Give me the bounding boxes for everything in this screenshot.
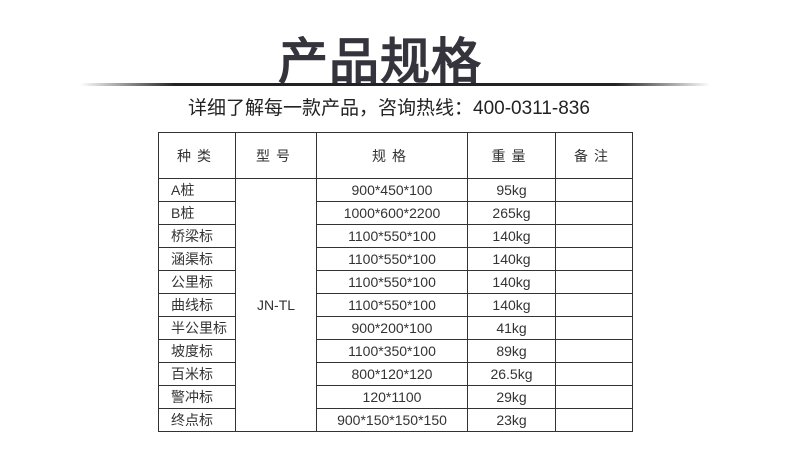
table-row: 半公里标 900*200*100 41kg xyxy=(158,316,633,340)
cell-weight: 89kg xyxy=(467,339,556,363)
cell-note xyxy=(555,178,633,202)
cell-spec: 1000*600*2200 xyxy=(316,201,468,225)
cell-note xyxy=(555,201,633,225)
cell-type: 公里标 xyxy=(158,270,236,294)
table-row: 坡度标 1100*350*100 89kg xyxy=(158,339,633,363)
cell-weight: 23kg xyxy=(467,408,556,432)
cell-type: 桥梁标 xyxy=(158,224,236,248)
cell-type: 半公里标 xyxy=(158,316,236,340)
cell-type: 终点标 xyxy=(158,408,236,432)
cell-spec: 1100*350*100 xyxy=(316,339,468,363)
cell-type: A桩 xyxy=(158,178,236,202)
cell-type: 坡度标 xyxy=(158,339,236,363)
table-row: 公里标 1100*550*100 140kg xyxy=(158,270,633,294)
cell-spec: 120*1100 xyxy=(316,385,468,409)
cell-note xyxy=(555,293,633,317)
subtitle-hotline: 详细了解每一款产品，咨询热线：400-0311-836 xyxy=(188,98,590,119)
cell-type: B桩 xyxy=(158,201,236,225)
cell-weight: 140kg xyxy=(467,224,556,248)
cell-note xyxy=(555,339,633,363)
cell-spec: 1100*550*100 xyxy=(316,293,468,317)
cell-weight: 26.5kg xyxy=(467,362,556,386)
header-type: 种类 xyxy=(158,132,236,179)
cell-spec: 900*450*100 xyxy=(316,178,468,202)
cell-weight: 29kg xyxy=(467,385,556,409)
title-divider xyxy=(80,83,710,86)
spec-table: 种类 型号 规格 重量 备注 A桩 JN-TL 900*450*100 95kg B桩 1… xyxy=(158,132,633,432)
cell-spec: 1100*550*100 xyxy=(316,247,468,271)
table-row: 百米标 800*120*120 26.5kg xyxy=(158,362,633,386)
table-row: 终点标 900*150*150*150 23kg xyxy=(158,408,633,432)
cell-weight: 41kg xyxy=(467,316,556,340)
table-row: 曲线标 1100*550*100 140kg xyxy=(158,293,633,317)
cell-note xyxy=(555,224,633,248)
cell-model: JN-TL xyxy=(235,178,317,432)
cell-weight: 265kg xyxy=(467,201,556,225)
cell-type: 曲线标 xyxy=(158,293,236,317)
cell-spec: 900*150*150*150 xyxy=(316,408,468,432)
cell-note xyxy=(555,247,633,271)
header-model: 型号 xyxy=(235,132,317,179)
cell-spec: 800*120*120 xyxy=(316,362,468,386)
cell-weight: 140kg xyxy=(467,293,556,317)
cell-weight: 140kg xyxy=(467,247,556,271)
header-spec: 规格 xyxy=(316,132,468,179)
cell-spec: 1100*550*100 xyxy=(316,224,468,248)
cell-note xyxy=(555,316,633,340)
cell-note xyxy=(555,385,633,409)
cell-type: 涵渠标 xyxy=(158,247,236,271)
cell-type: 警冲标 xyxy=(158,385,236,409)
cell-note xyxy=(555,362,633,386)
cell-weight: 140kg xyxy=(467,270,556,294)
cell-note xyxy=(555,408,633,432)
table-row: 警冲标 120*1100 29kg xyxy=(158,385,633,409)
header-weight: 重量 xyxy=(467,132,556,179)
table-header-row: 种类 型号 规格 重量 备注 xyxy=(158,132,633,179)
cell-spec: 900*200*100 xyxy=(316,316,468,340)
table-row: B桩 1000*600*2200 265kg xyxy=(158,201,633,225)
cell-note xyxy=(555,270,633,294)
cell-spec: 1100*550*100 xyxy=(316,270,468,294)
page-title: 产品规格 xyxy=(278,33,482,91)
table-row: 涵渠标 1100*550*100 140kg xyxy=(158,247,633,271)
header-note: 备注 xyxy=(555,132,633,179)
cell-type: 百米标 xyxy=(158,362,236,386)
table-row: A桩 JN-TL 900*450*100 95kg xyxy=(158,178,633,432)
cell-weight: 95kg xyxy=(467,178,556,202)
table-row: 桥梁标 1100*550*100 140kg xyxy=(158,224,633,248)
